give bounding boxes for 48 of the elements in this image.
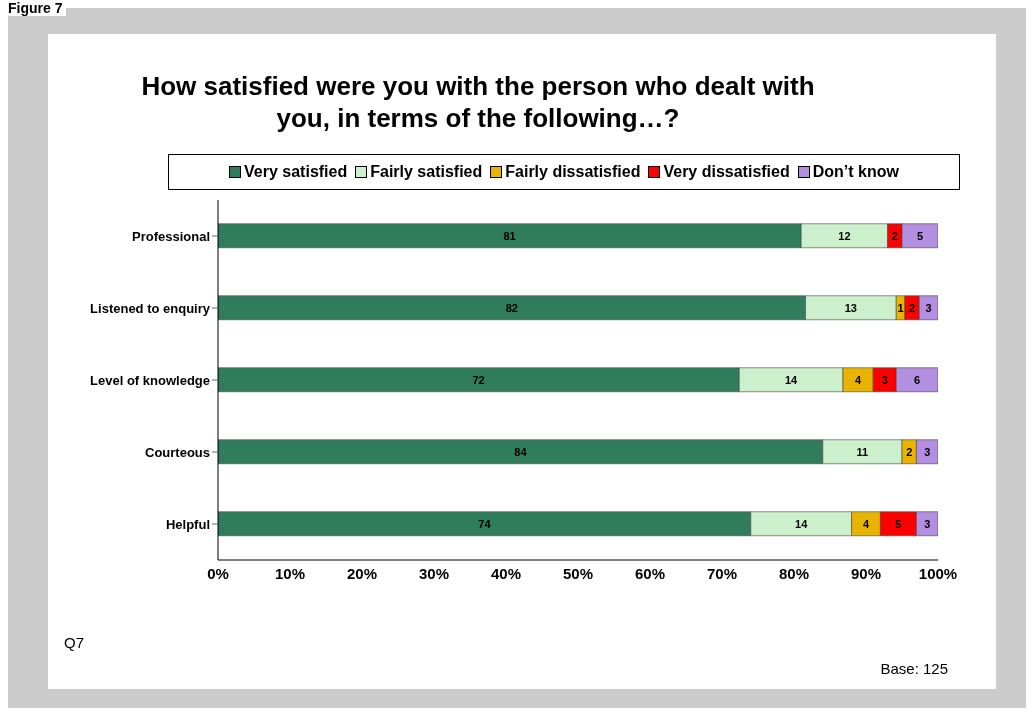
legend-label: Fairly dissatisfied [504, 163, 641, 181]
data-label: 3 [881, 373, 888, 386]
legend-label: Very dissatisfied [662, 163, 790, 181]
legend-label: Very satisfied [243, 163, 348, 181]
data-label: 72 [472, 373, 485, 386]
y-tick-label: Listened to enquiry [90, 300, 211, 316]
text: Base: 125 [880, 660, 948, 677]
y-tick-label: Courteous [145, 444, 210, 460]
x-tick-label: 80% [778, 564, 810, 582]
x-tick-label: 30% [418, 564, 450, 582]
x-tick-label: 100% [918, 564, 958, 582]
x-tick-label: 50% [562, 564, 594, 582]
data-label: 14 [784, 373, 799, 386]
legend-label: Fairly satisfied [369, 163, 483, 181]
y-tick-label: Level of knowledge [90, 372, 210, 388]
x-tick-label: 10% [274, 564, 306, 582]
x-tick-label: 0% [207, 564, 229, 582]
data-label: 3 [924, 445, 931, 458]
data-label: 6 [914, 373, 921, 386]
y-tick-label: Professional [131, 228, 210, 244]
data-label: 12 [838, 229, 851, 242]
data-label: 3 [925, 301, 932, 314]
x-tick-label: 20% [346, 564, 378, 582]
data-label: 4 [855, 373, 863, 386]
x-tick-label: 60% [634, 564, 666, 582]
data-label: 84 [514, 445, 528, 458]
data-label: 81 [503, 229, 516, 242]
data-label: 2 [906, 445, 913, 458]
data-label: 2 [909, 301, 916, 314]
data-label: 14 [795, 517, 809, 530]
data-label: 11 [856, 445, 869, 458]
text: Q7 [64, 634, 85, 651]
data-label: 1 [897, 301, 904, 314]
data-label: 5 [895, 517, 902, 530]
legend-label: Don’t know [811, 163, 899, 181]
chart-title: How satisfied were you with the person who dealt with you, in terms of the following…? [140, 70, 816, 134]
data-label: 82 [505, 301, 518, 314]
data-label: 4 [862, 517, 870, 530]
x-tick-label: 40% [490, 564, 522, 582]
data-label: 2 [891, 229, 898, 242]
data-label: 3 [924, 517, 931, 530]
caption: Figure 7 [4, 0, 67, 16]
data-label: 13 [844, 301, 858, 314]
data-label: 5 [916, 229, 924, 242]
data-label: 74 [478, 517, 492, 530]
y-tick-label: Helpful [165, 516, 210, 532]
x-tick-label: 90% [850, 564, 882, 582]
x-tick-label: 70% [706, 564, 738, 582]
